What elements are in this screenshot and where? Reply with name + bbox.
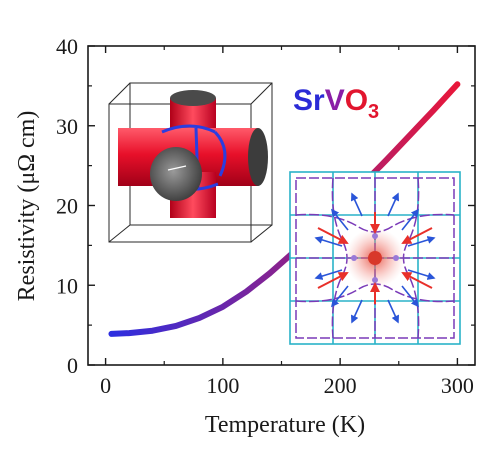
y-tick-label: 20 <box>56 194 78 219</box>
y-tick-label: 40 <box>56 34 78 59</box>
y-tick-label: 30 <box>56 114 78 139</box>
y-tick-label: 0 <box>67 353 78 378</box>
formula-o: O <box>345 84 368 117</box>
resistivity-curve <box>108 81 461 337</box>
fermi-surface-inset <box>108 82 273 243</box>
x-tick-label: 100 <box>206 373 239 398</box>
lattice-inset <box>289 171 461 345</box>
y-axis-ticks: 0 10 20 30 40 <box>56 34 475 378</box>
formula-label: SrVO3 <box>293 84 379 123</box>
formula-subscript: 3 <box>368 101 379 123</box>
formula-sr: Sr <box>293 84 325 117</box>
y-axis-label: Resistivity (μΩ cm) <box>14 111 40 302</box>
x-tick-label: 200 <box>324 373 357 398</box>
y-tick-label: 10 <box>56 273 78 298</box>
x-tick-label: 0 <box>100 373 111 398</box>
formula-v: V <box>325 84 345 117</box>
x-axis-label: Temperature (K) <box>205 412 365 438</box>
x-axis-ticks: 0 100 200 300 <box>100 46 474 398</box>
x-tick-label: 300 <box>441 373 474 398</box>
